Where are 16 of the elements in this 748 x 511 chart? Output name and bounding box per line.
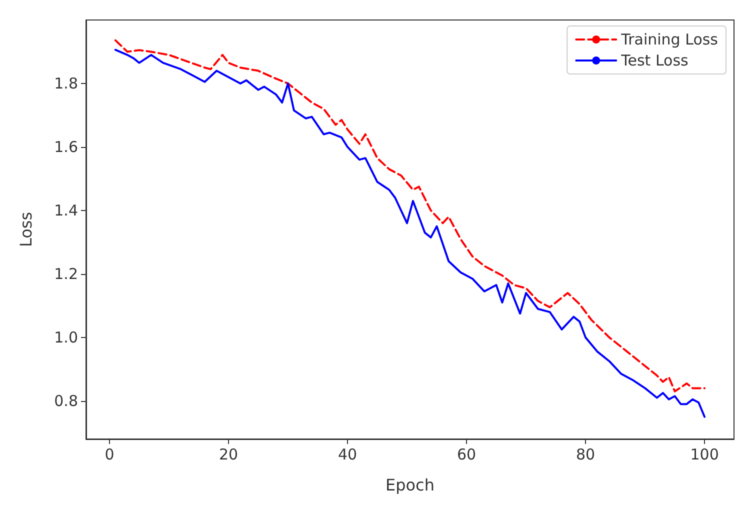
y-tick-label: 1.4	[54, 201, 78, 220]
y-axis-title: Loss	[16, 212, 36, 248]
x-tick-label: 60	[456, 446, 476, 464]
x-tick-label: 0	[104, 446, 114, 464]
x-tick-label: 40	[338, 446, 358, 464]
y-tick-label: 1.2	[54, 264, 78, 283]
y-tick-label: 1.8	[54, 74, 78, 92]
x-tick-label: 80	[576, 446, 596, 464]
x-tick-label: 100	[690, 446, 719, 464]
y-tick-label: 0.8	[54, 392, 78, 410]
y-tick-label: 1.0	[54, 328, 78, 346]
y-tick-label: 1.6	[54, 138, 78, 156]
legend-label: Training Loss	[620, 30, 718, 48]
x-tick-label: 20	[218, 446, 238, 464]
legend-label: Test Loss	[620, 52, 689, 70]
x-axis-title: Epoch	[386, 476, 434, 494]
